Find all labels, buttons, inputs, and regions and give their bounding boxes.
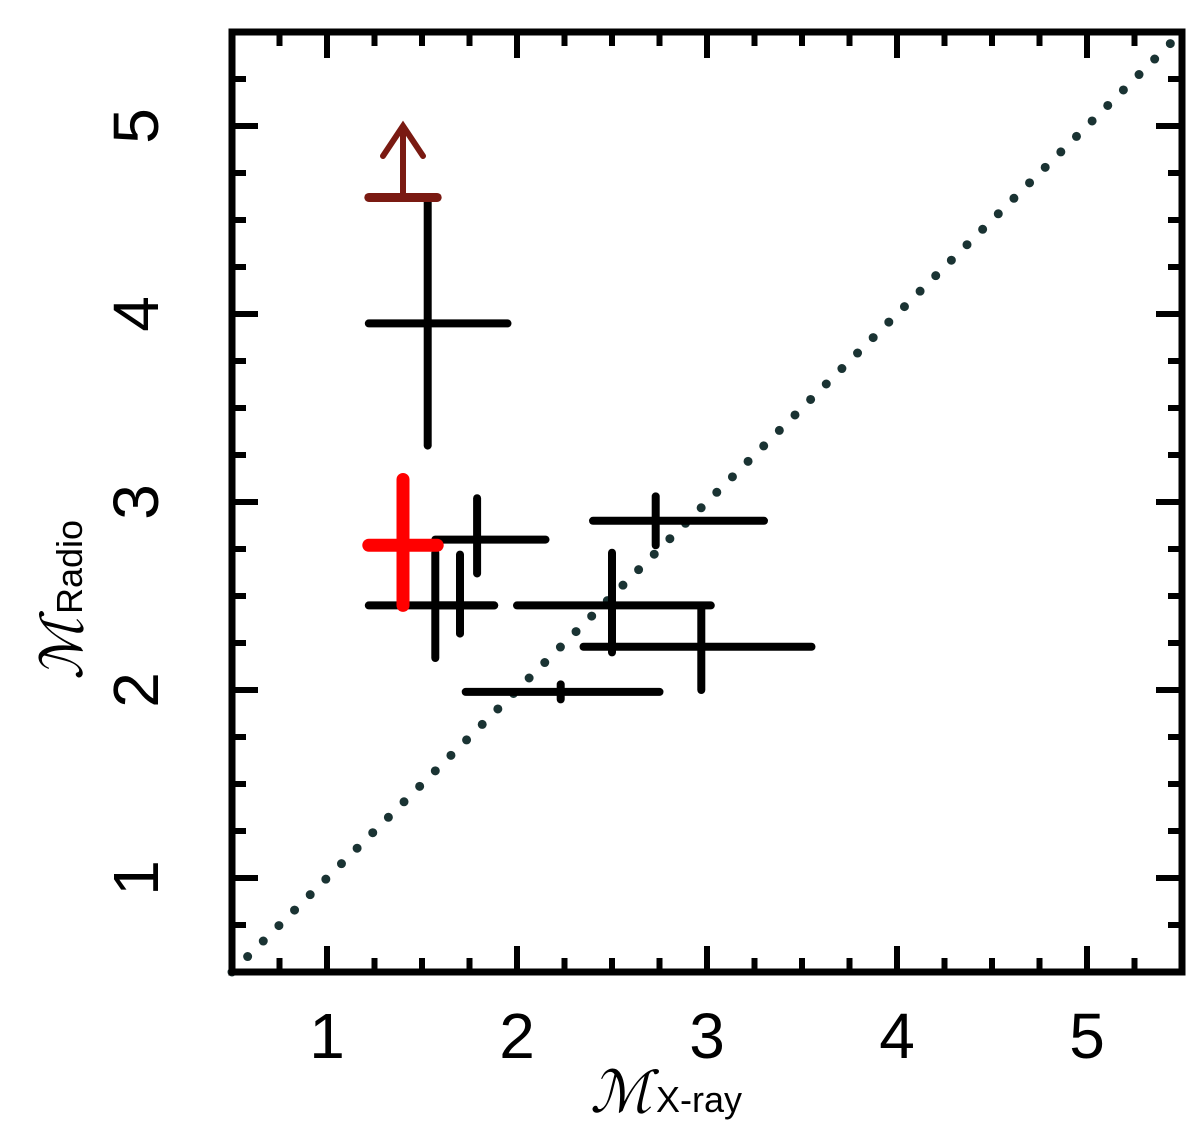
lower-limit-marker [364,120,442,202]
y-axis-title-group: ℳRadio [28,520,96,680]
x-tick-labels: 1 2 3 4 5 [309,1000,1105,1072]
data-point [431,550,499,638]
data-point [589,492,768,550]
x-tick-label: 5 [1069,1000,1105,1072]
x-tick-label: 3 [689,1000,725,1072]
y-tick-labels: 1 2 3 4 5 [100,108,172,896]
y-axis-title: ℳRadio [28,520,96,680]
data-point [362,472,444,612]
reference-line-layer [227,27,1187,977]
data-point [461,680,664,704]
y-axis-symbol: ℳ [28,610,96,680]
x-tick-label: 4 [879,1000,915,1072]
data-points-layer [362,197,816,704]
lower-limit-arrow-head [380,120,426,159]
axis-ticks-layer [229,29,1185,975]
data-point [431,494,550,578]
y-tick-label: 2 [100,672,172,708]
y-tick-label: 3 [100,484,172,520]
y-tick-label: 5 [100,108,172,144]
x-tick-label: 1 [309,1000,345,1072]
x-axis-subscript: X-ray [656,1079,742,1120]
data-point [364,197,512,450]
y-axis-subscript: Radio [49,520,90,614]
data-point [513,548,715,657]
y-tick-label: 1 [100,860,172,896]
x-axis-symbol: ℳ [590,1058,660,1126]
data-point [579,605,816,694]
x-tick-label: 2 [499,1000,535,1072]
lower-limit-layer [364,120,442,202]
one-to-one-dotted-line [227,27,1187,977]
x-axis-title: ℳ X-ray [590,1058,742,1126]
y-tick-label: 4 [100,296,172,332]
